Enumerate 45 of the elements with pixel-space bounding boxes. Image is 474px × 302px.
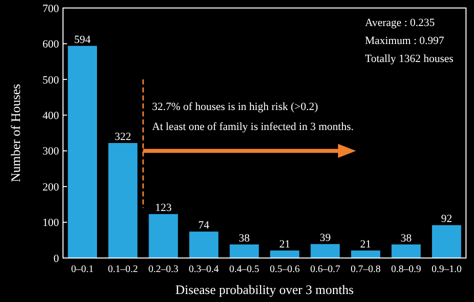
x-tick-label: 0.8–0.9 [391,264,422,275]
bar [68,46,97,258]
y-tick-label: 600 [42,38,60,51]
data-label: 39 [320,232,332,244]
y-tick-label: 200 [42,181,60,194]
x-tick-label: 0.5–0.6 [270,264,300,275]
bar [148,214,178,258]
annotation: Maximum : 0.997 [365,35,445,47]
data-label: 322 [114,131,132,143]
annotation: At least one of family is infected in 3 months. [152,121,354,133]
x-tick-label: 0.2–0.3 [148,264,178,275]
x-tick-label: 0.4–0.5 [229,264,260,275]
bar [108,143,138,258]
x-tick-label: 0.3–0.4 [188,264,219,275]
x-tick-label: 0.9–1.0 [432,264,462,275]
x-tick-label: 0.7–0.8 [350,264,381,275]
data-label: 74 [198,220,210,232]
bar [189,232,218,258]
x-tick-label: 0–0.1 [71,264,94,275]
bar [392,244,421,258]
bar [432,225,462,258]
bar [310,244,340,258]
data-label: 594 [74,34,92,46]
annotation: 32.7% of houses is in high risk (>0.2) [152,101,318,113]
bar [351,250,380,258]
annotation: Average : 0.235 [365,17,436,29]
annotation: Totally 1362 houses [365,53,454,65]
x-tick-label: 0.1–0.2 [108,264,138,275]
y-tick-label: 700 [42,2,60,15]
bar [230,244,259,258]
data-label: 92 [441,213,452,226]
data-label: 21 [279,238,290,250]
y-tick-label: 300 [42,146,60,158]
bar [270,250,300,258]
data-label: 21 [360,238,372,250]
data-label: 123 [155,202,172,214]
y-tick-label: 0 [54,252,60,265]
y-tick-label: 100 [42,217,60,230]
x-tick-label: 0.6–0.7 [310,264,340,275]
x-axis-title: Disease probability over 3 months [175,282,354,297]
y-tick-label: 400 [42,110,60,122]
data-label: 38 [400,232,412,244]
data-label: 38 [238,232,250,244]
y-axis-title: Number of Houses [8,84,23,182]
y-tick-label: 500 [42,74,60,86]
